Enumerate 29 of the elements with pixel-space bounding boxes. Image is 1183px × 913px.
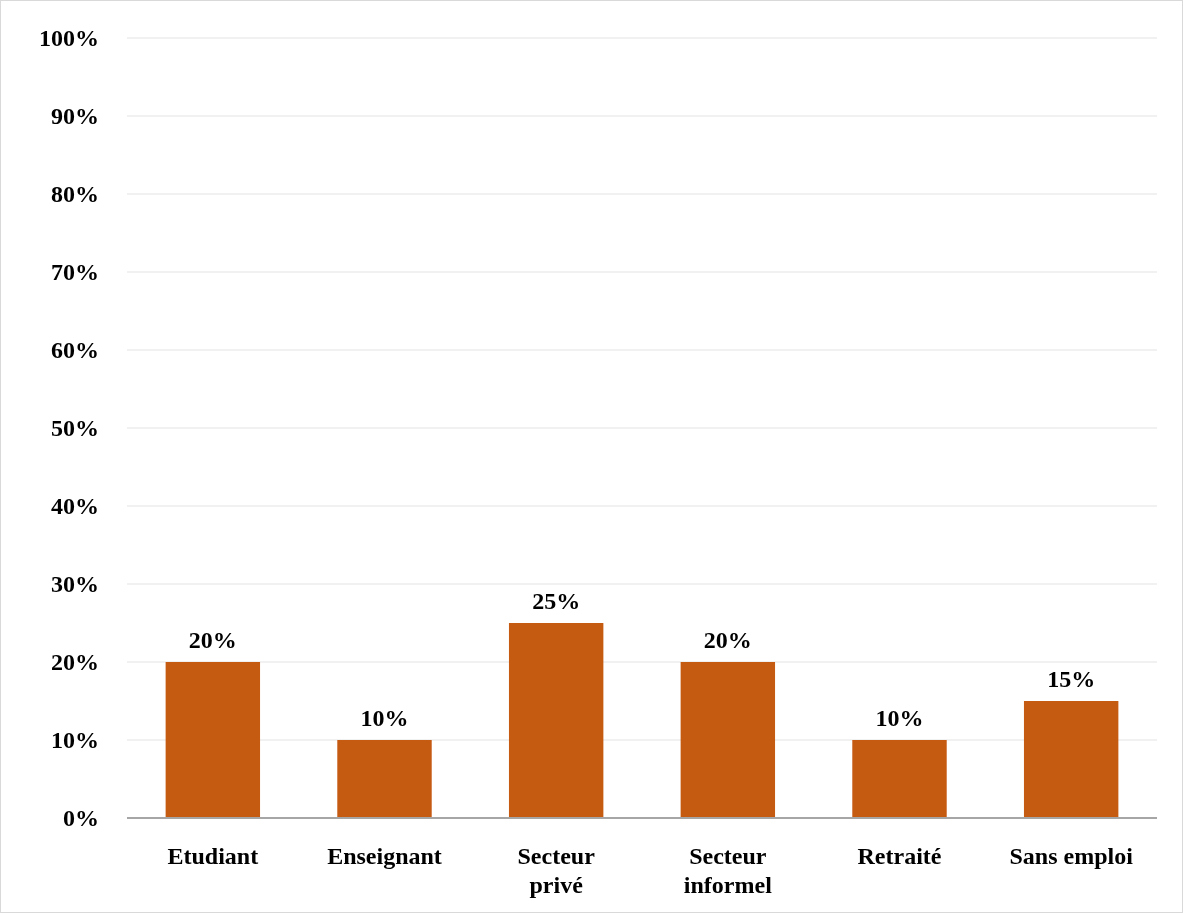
y-tick-label: 100% <box>39 25 99 52</box>
x-tick-label: Retraité <box>857 843 942 869</box>
y-tick-label: 90% <box>51 103 99 130</box>
y-tick-label: 40% <box>51 493 99 520</box>
y-tick-label: 20% <box>51 649 99 676</box>
data-label: 10% <box>875 705 924 731</box>
x-tick-label: Etudiant <box>167 843 259 869</box>
y-tick-label: 80% <box>51 181 99 208</box>
bar <box>680 662 776 818</box>
x-tick-label: Secteur privé <box>517 843 596 898</box>
y-tick-label: 0% <box>63 805 99 832</box>
y-tick-label: 10% <box>51 727 99 754</box>
y-tick-label: 50% <box>51 415 99 442</box>
data-label: 20% <box>703 627 752 653</box>
data-label: 10% <box>360 705 409 731</box>
data-label: 20% <box>188 627 237 653</box>
x-tick-label: Enseignant <box>327 843 442 869</box>
x-tick-label: Secteur informel <box>683 843 773 898</box>
y-tick-label: 30% <box>51 571 99 598</box>
bar <box>508 623 604 818</box>
data-label: 15% <box>1047 666 1096 692</box>
bar <box>1023 701 1119 818</box>
data-label: 25% <box>532 588 581 614</box>
y-tick-label: 60% <box>51 337 99 364</box>
bar <box>852 740 947 818</box>
y-tick-label: 70% <box>51 259 99 286</box>
bar <box>165 662 261 818</box>
bar <box>337 740 432 818</box>
x-tick-label: Sans emploi <box>1009 843 1134 869</box>
